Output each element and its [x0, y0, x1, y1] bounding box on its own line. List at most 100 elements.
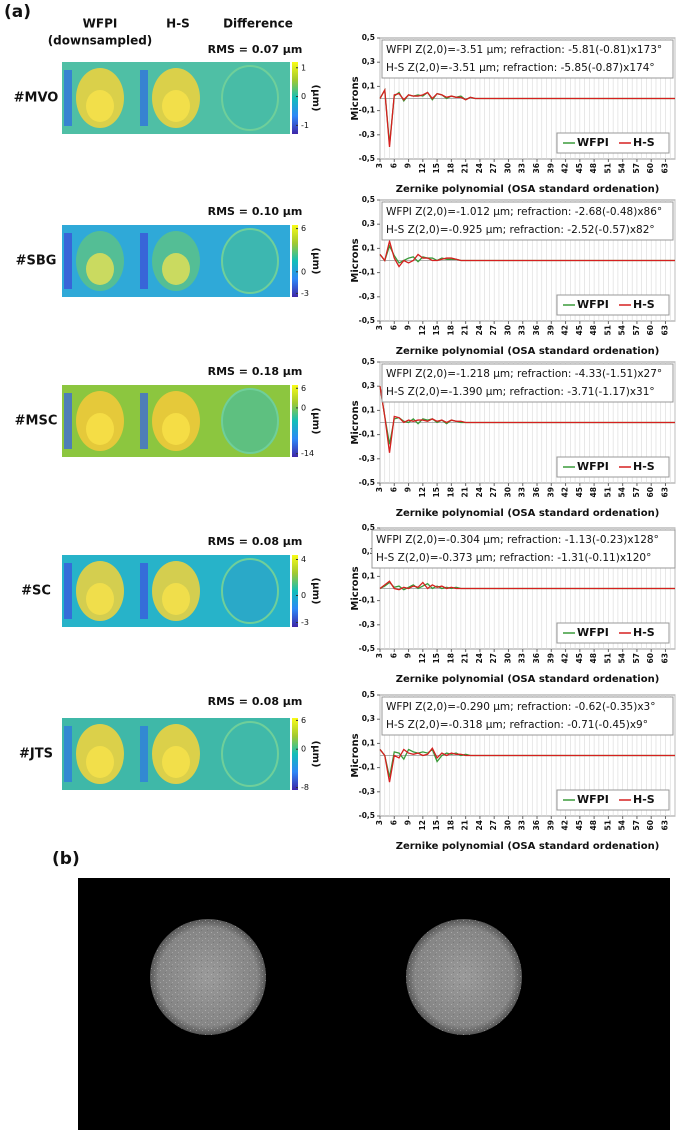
legend-label: WFPI — [577, 626, 609, 639]
x-tick-label: 60 — [646, 653, 655, 663]
annotation: WFPI Z(2,0)=-1.012 µm; refraction: -2.68… — [386, 206, 662, 218]
legend-label: WFPI — [577, 793, 609, 806]
series-line — [379, 747, 675, 783]
x-tick-label: 57 — [632, 325, 641, 335]
x-tick-label: 42 — [561, 325, 570, 335]
x-tick-label: 27 — [489, 163, 498, 173]
annotation-box — [381, 201, 674, 241]
x-tick-label: 63 — [660, 487, 669, 497]
heatmap-edge — [64, 70, 72, 126]
x-tick-label: 18 — [446, 820, 455, 830]
x-tick-label: 42 — [561, 163, 570, 173]
y-tick-label: -0,3 — [359, 454, 375, 463]
x-tick-label: 45 — [575, 820, 584, 830]
colorbar-tick-label: -3 — [301, 618, 309, 627]
x-tick-label: 36 — [532, 163, 541, 173]
x-tick-label: 48 — [589, 163, 598, 173]
y-axis-label: Microns — [350, 400, 361, 444]
legend-label: WFPI — [577, 136, 609, 149]
x-tick-label: 21 — [461, 325, 470, 335]
x-tick-label: 54 — [618, 487, 627, 497]
y-tick-label: -0,3 — [359, 130, 375, 139]
x-tick-label: 24 — [475, 163, 484, 173]
legend-label: WFPI — [577, 298, 609, 311]
row-label: #SC — [21, 584, 51, 599]
y-tick-label: 0,3 — [362, 714, 375, 723]
y-tick-label: -0,5 — [359, 316, 375, 325]
rms-label: RMS = 0.08 µm — [208, 535, 303, 548]
x-tick-label: 6 — [389, 487, 398, 492]
annotation: H-S Z(2,0)=-0.925 µm; refraction: -2.52(… — [386, 224, 655, 236]
heatmap-edge — [64, 726, 72, 782]
x-tick-label: 57 — [632, 163, 641, 173]
legend-label: H-S — [633, 460, 655, 473]
x-tick-label: 24 — [475, 820, 484, 830]
annotation: WFPI Z(2,0)=-0.290 µm; refraction: -0.62… — [386, 701, 655, 713]
x-tick-label: 36 — [532, 487, 541, 497]
y-tick-label: 0,3 — [362, 57, 375, 66]
colorbar-tick-label: -14 — [301, 449, 314, 458]
heatmap-core — [162, 746, 190, 778]
y-tick-label: -0,3 — [359, 620, 375, 629]
x-tick-label: 30 — [503, 325, 512, 335]
annotation: H-S Z(2,0)=-0.373 µm; refraction: -1.31(… — [376, 552, 651, 564]
x-tick-label: 54 — [618, 820, 627, 830]
heatmap-core — [86, 413, 114, 445]
y-tick-label: 0,1 — [362, 405, 375, 414]
x-tick-label: 33 — [518, 163, 527, 173]
x-tick-label: 24 — [475, 325, 484, 335]
x-tick-label: 51 — [603, 653, 612, 663]
colorbar-tick-label: 0 — [301, 591, 306, 600]
x-tick-label: 42 — [561, 653, 570, 663]
x-tick-label: 63 — [660, 163, 669, 173]
x-tick-label: 6 — [389, 163, 398, 168]
x-tick-label: 9 — [404, 487, 413, 492]
x-tick-label: 33 — [518, 325, 527, 335]
heatmap-blob — [221, 65, 279, 131]
x-tick-label: 48 — [589, 653, 598, 663]
x-tick-label: 3 — [375, 487, 384, 492]
x-tick-label: 3 — [375, 325, 384, 330]
heatmap-core — [162, 413, 190, 445]
colorbar-label: (µm) — [310, 408, 321, 435]
colorbar-tick-label: 0 — [301, 745, 306, 754]
x-tick-label: 30 — [503, 653, 512, 663]
x-tick-label: 21 — [461, 653, 470, 663]
y-tick-label: 0,5 — [362, 195, 375, 204]
annotation: H-S Z(2,0)=-1.390 µm; refraction: -3.71(… — [386, 386, 655, 398]
x-tick-label: 39 — [546, 487, 555, 497]
annotation-box — [381, 39, 674, 79]
y-tick-label: 0,3 — [362, 547, 375, 556]
x-tick-label: 48 — [589, 820, 598, 830]
colorbar — [292, 62, 298, 134]
row-label: #SBG — [16, 254, 57, 269]
x-tick-label: 18 — [446, 653, 455, 663]
y-tick-label: 0,5 — [362, 357, 375, 366]
y-tick-label: -0,1 — [359, 596, 375, 605]
colorbar-tick-label: 6 — [301, 716, 306, 725]
x-tick-label: 60 — [646, 163, 655, 173]
x-tick-label: 63 — [660, 653, 669, 663]
panel-label: (b) — [52, 849, 80, 869]
y-tick-label: 0,1 — [362, 81, 375, 90]
colorbar-label: (µm) — [310, 578, 321, 605]
y-tick-label: -0,1 — [359, 268, 375, 277]
annotation-box — [381, 696, 674, 736]
x-tick-label: 39 — [546, 325, 555, 335]
x-tick-label: 63 — [660, 325, 669, 335]
x-tick-label: 15 — [432, 163, 441, 173]
annotation-box — [371, 529, 676, 569]
column-header: H-S — [166, 17, 190, 31]
x-tick-label: 15 — [432, 487, 441, 497]
y-tick-label: 0,3 — [362, 381, 375, 390]
annotation: H-S Z(2,0)=-3.51 µm; refraction: -5.85(-… — [386, 62, 655, 74]
heatmap-core — [86, 583, 114, 615]
x-tick-label: 60 — [646, 487, 655, 497]
x-tick-label: 33 — [518, 653, 527, 663]
x-tick-label: 15 — [432, 820, 441, 830]
x-axis-label: Zernike polynomial (OSA standard ordenat… — [396, 346, 660, 357]
x-tick-label: 18 — [446, 163, 455, 173]
legend-label: WFPI — [577, 460, 609, 473]
series-line — [379, 580, 675, 591]
annotation: WFPI Z(2,0)=-1.218 µm; refraction: -4.33… — [386, 368, 662, 380]
